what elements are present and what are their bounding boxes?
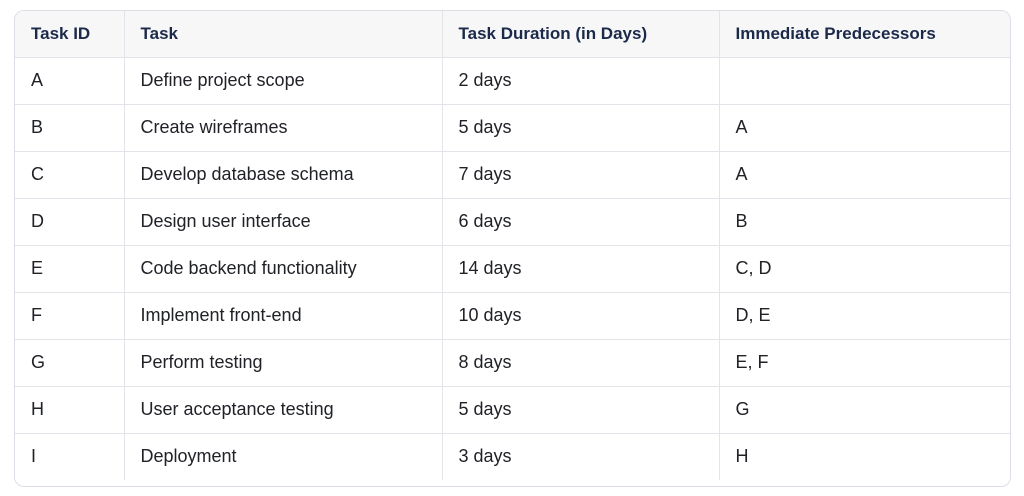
- cell-task: Perform testing: [124, 339, 443, 387]
- cell-predecessors: D, E: [719, 292, 1010, 340]
- cell-predecessors: [719, 57, 1010, 105]
- cell-predecessors: A: [719, 151, 1010, 199]
- cell-duration: 14 days: [442, 245, 720, 293]
- cell-task-id: C: [15, 151, 125, 199]
- task-table-card: Task ID Task Task Duration (in Days) Imm…: [14, 10, 1011, 487]
- table-row: G Perform testing 8 days E, F: [15, 339, 1010, 387]
- column-header-task: Task: [124, 11, 443, 58]
- cell-task-id: D: [15, 198, 125, 246]
- table-row: H User acceptance testing 5 days G: [15, 386, 1010, 434]
- cell-duration: 7 days: [442, 151, 720, 199]
- task-table: Task ID Task Task Duration (in Days) Imm…: [15, 11, 1010, 480]
- cell-duration: 6 days: [442, 198, 720, 246]
- table-row: F Implement front-end 10 days D, E: [15, 292, 1010, 340]
- table-row: A Define project scope 2 days: [15, 57, 1010, 105]
- cell-duration: 10 days: [442, 292, 720, 340]
- column-header-duration: Task Duration (in Days): [442, 11, 720, 58]
- cell-task: Deployment: [124, 433, 443, 480]
- cell-task-id: E: [15, 245, 125, 293]
- cell-task: Develop database schema: [124, 151, 443, 199]
- table-row: I Deployment 3 days H: [15, 433, 1010, 480]
- cell-task: Implement front-end: [124, 292, 443, 340]
- cell-duration: 8 days: [442, 339, 720, 387]
- cell-predecessors: A: [719, 104, 1010, 152]
- cell-task: Define project scope: [124, 57, 443, 105]
- table-row: C Develop database schema 7 days A: [15, 151, 1010, 199]
- cell-task-id: F: [15, 292, 125, 340]
- cell-duration: 5 days: [442, 386, 720, 434]
- cell-duration: 2 days: [442, 57, 720, 105]
- column-header-predecessors: Immediate Predecessors: [719, 11, 1010, 58]
- cell-task: User acceptance testing: [124, 386, 443, 434]
- table-row: E Code backend functionality 14 days C, …: [15, 245, 1010, 293]
- cell-task-id: I: [15, 433, 125, 480]
- table-row: D Design user interface 6 days B: [15, 198, 1010, 246]
- cell-task-id: B: [15, 104, 125, 152]
- cell-task: Create wireframes: [124, 104, 443, 152]
- cell-task: Code backend functionality: [124, 245, 443, 293]
- cell-predecessors: B: [719, 198, 1010, 246]
- cell-task-id: G: [15, 339, 125, 387]
- cell-task-id: A: [15, 57, 125, 105]
- cell-duration: 5 days: [442, 104, 720, 152]
- cell-predecessors: G: [719, 386, 1010, 434]
- cell-predecessors: E, F: [719, 339, 1010, 387]
- table-header-row: Task ID Task Task Duration (in Days) Imm…: [15, 11, 1010, 58]
- table-row: B Create wireframes 5 days A: [15, 104, 1010, 152]
- cell-task: Design user interface: [124, 198, 443, 246]
- column-header-task-id: Task ID: [15, 11, 125, 58]
- cell-duration: 3 days: [442, 433, 720, 480]
- cell-task-id: H: [15, 386, 125, 434]
- cell-predecessors: C, D: [719, 245, 1010, 293]
- cell-predecessors: H: [719, 433, 1010, 480]
